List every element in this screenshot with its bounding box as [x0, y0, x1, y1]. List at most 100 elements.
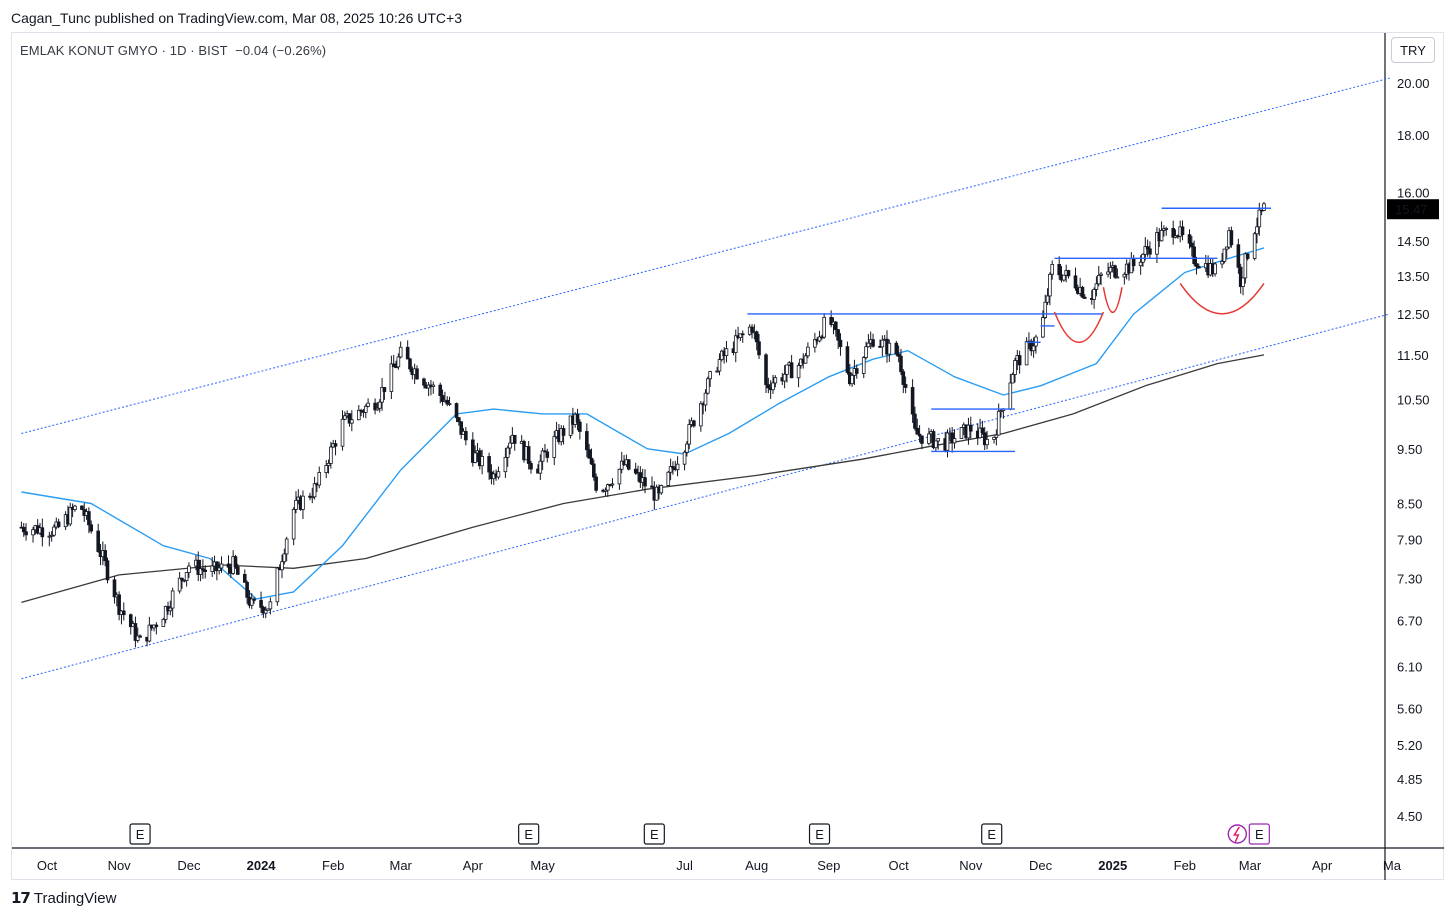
- candle-body: [789, 362, 794, 379]
- candle-body: [822, 316, 826, 338]
- candle-body: [1238, 266, 1243, 287]
- footer-brand[interactable]: 𝟭𝟳 TradingView: [11, 889, 116, 908]
- candle-body: [52, 526, 56, 536]
- x-tick-label: Mar: [1239, 858, 1262, 873]
- candle-body: [757, 341, 761, 356]
- candle-body: [1045, 295, 1050, 303]
- earnings-marker: [981, 823, 1003, 845]
- candle-body: [1180, 226, 1185, 236]
- candle-body: [249, 598, 254, 606]
- candle-body: [540, 450, 545, 462]
- candle-body: [771, 382, 775, 391]
- candle-body: [259, 599, 263, 608]
- candle-body: [1213, 263, 1217, 275]
- currency-button[interactable]: TRY: [1391, 37, 1435, 63]
- candle-body: [1080, 286, 1085, 298]
- candle-body: [1050, 264, 1055, 275]
- candle-body: [568, 415, 573, 436]
- candle-body: [861, 357, 866, 374]
- candle-body: [324, 465, 329, 473]
- symbol-legend[interactable]: EMLAK KONUT GMYO · 1D · BIST −0.04 (−0.2…: [20, 43, 326, 58]
- candle-body: [215, 561, 219, 572]
- chart-frame: [11, 32, 1444, 880]
- candle-body: [471, 439, 475, 463]
- candle-body: [864, 346, 868, 358]
- candle-body: [135, 635, 140, 641]
- y-tick-label: 16.00: [1397, 186, 1430, 201]
- y-tick-label: 5.60: [1397, 702, 1422, 717]
- candle-body: [445, 399, 450, 405]
- last-price-badge: [1387, 199, 1439, 220]
- candle-body: [894, 342, 899, 355]
- candle-body: [1106, 271, 1110, 275]
- candle-body: [236, 566, 240, 575]
- candle-body: [233, 556, 238, 568]
- candle-body: [594, 476, 598, 491]
- candle-body: [1062, 274, 1066, 281]
- candle-body: [996, 410, 1001, 436]
- x-tick-label: Mar: [389, 858, 412, 873]
- candle-body: [56, 521, 61, 528]
- channel-lower-line: [21, 313, 1390, 680]
- candle-body: [168, 607, 173, 612]
- symbol-title: EMLAK KONUT GMYO · 1D · BIST: [20, 43, 228, 58]
- candle-body: [1013, 360, 1017, 375]
- candle-body: [1257, 209, 1262, 228]
- candle-body: [1148, 248, 1152, 255]
- pattern-arc: [1179, 283, 1265, 315]
- earnings-marker: [129, 823, 151, 845]
- candle-body: [785, 364, 789, 375]
- candle-body: [1241, 277, 1245, 287]
- x-tick-label: Nov: [108, 858, 132, 873]
- tradingview-logo-icon: 𝟭𝟳: [11, 890, 31, 907]
- candle-body: [1066, 270, 1071, 277]
- candle-body: [1082, 296, 1087, 299]
- candle-body: [375, 407, 380, 411]
- candle-body: [750, 326, 754, 333]
- earnings-marker-label: E: [524, 827, 533, 842]
- candle-body: [373, 402, 377, 411]
- candle-body: [866, 342, 871, 348]
- candle-body: [31, 529, 35, 536]
- candle-body: [180, 577, 184, 581]
- candle-body: [245, 581, 249, 598]
- candle-body: [764, 354, 768, 386]
- y-tick-label: 12.50: [1397, 307, 1430, 322]
- candle-body: [24, 531, 28, 536]
- candle-body: [1034, 336, 1038, 347]
- candle-body: [49, 534, 54, 537]
- candle-body: [138, 635, 142, 638]
- candle-body: [836, 329, 840, 341]
- candle-body: [133, 623, 138, 641]
- candle-body: [210, 565, 215, 572]
- candle-body: [96, 530, 100, 552]
- candle-body: [850, 374, 854, 385]
- earnings-marker: [518, 823, 540, 845]
- y-tick-label: 10.50: [1397, 393, 1430, 408]
- candle-body: [1041, 317, 1045, 338]
- candle-body: [1222, 248, 1227, 262]
- candle-body: [738, 333, 743, 338]
- candle-body: [692, 420, 696, 427]
- candle-body: [1017, 355, 1022, 366]
- earnings-marker-label: E: [650, 827, 659, 842]
- candle-body: [796, 365, 801, 379]
- earnings-marker-label: E: [1255, 827, 1264, 842]
- candle-body: [917, 433, 922, 437]
- candle-body: [187, 565, 191, 573]
- candle-body: [1171, 228, 1176, 238]
- candle-body: [396, 356, 401, 368]
- candle-body: [391, 363, 396, 368]
- candle-body: [80, 505, 84, 510]
- candle-body: [1243, 253, 1248, 279]
- earnings-marker-label: E: [987, 827, 996, 842]
- candle-body: [161, 619, 166, 627]
- x-tick-label: Oct: [889, 858, 910, 873]
- candle-body: [552, 436, 557, 458]
- candle-body: [310, 496, 315, 499]
- candle-body: [999, 410, 1003, 413]
- candle-body: [508, 442, 512, 449]
- candle-body: [934, 440, 938, 449]
- candle-body: [105, 560, 110, 581]
